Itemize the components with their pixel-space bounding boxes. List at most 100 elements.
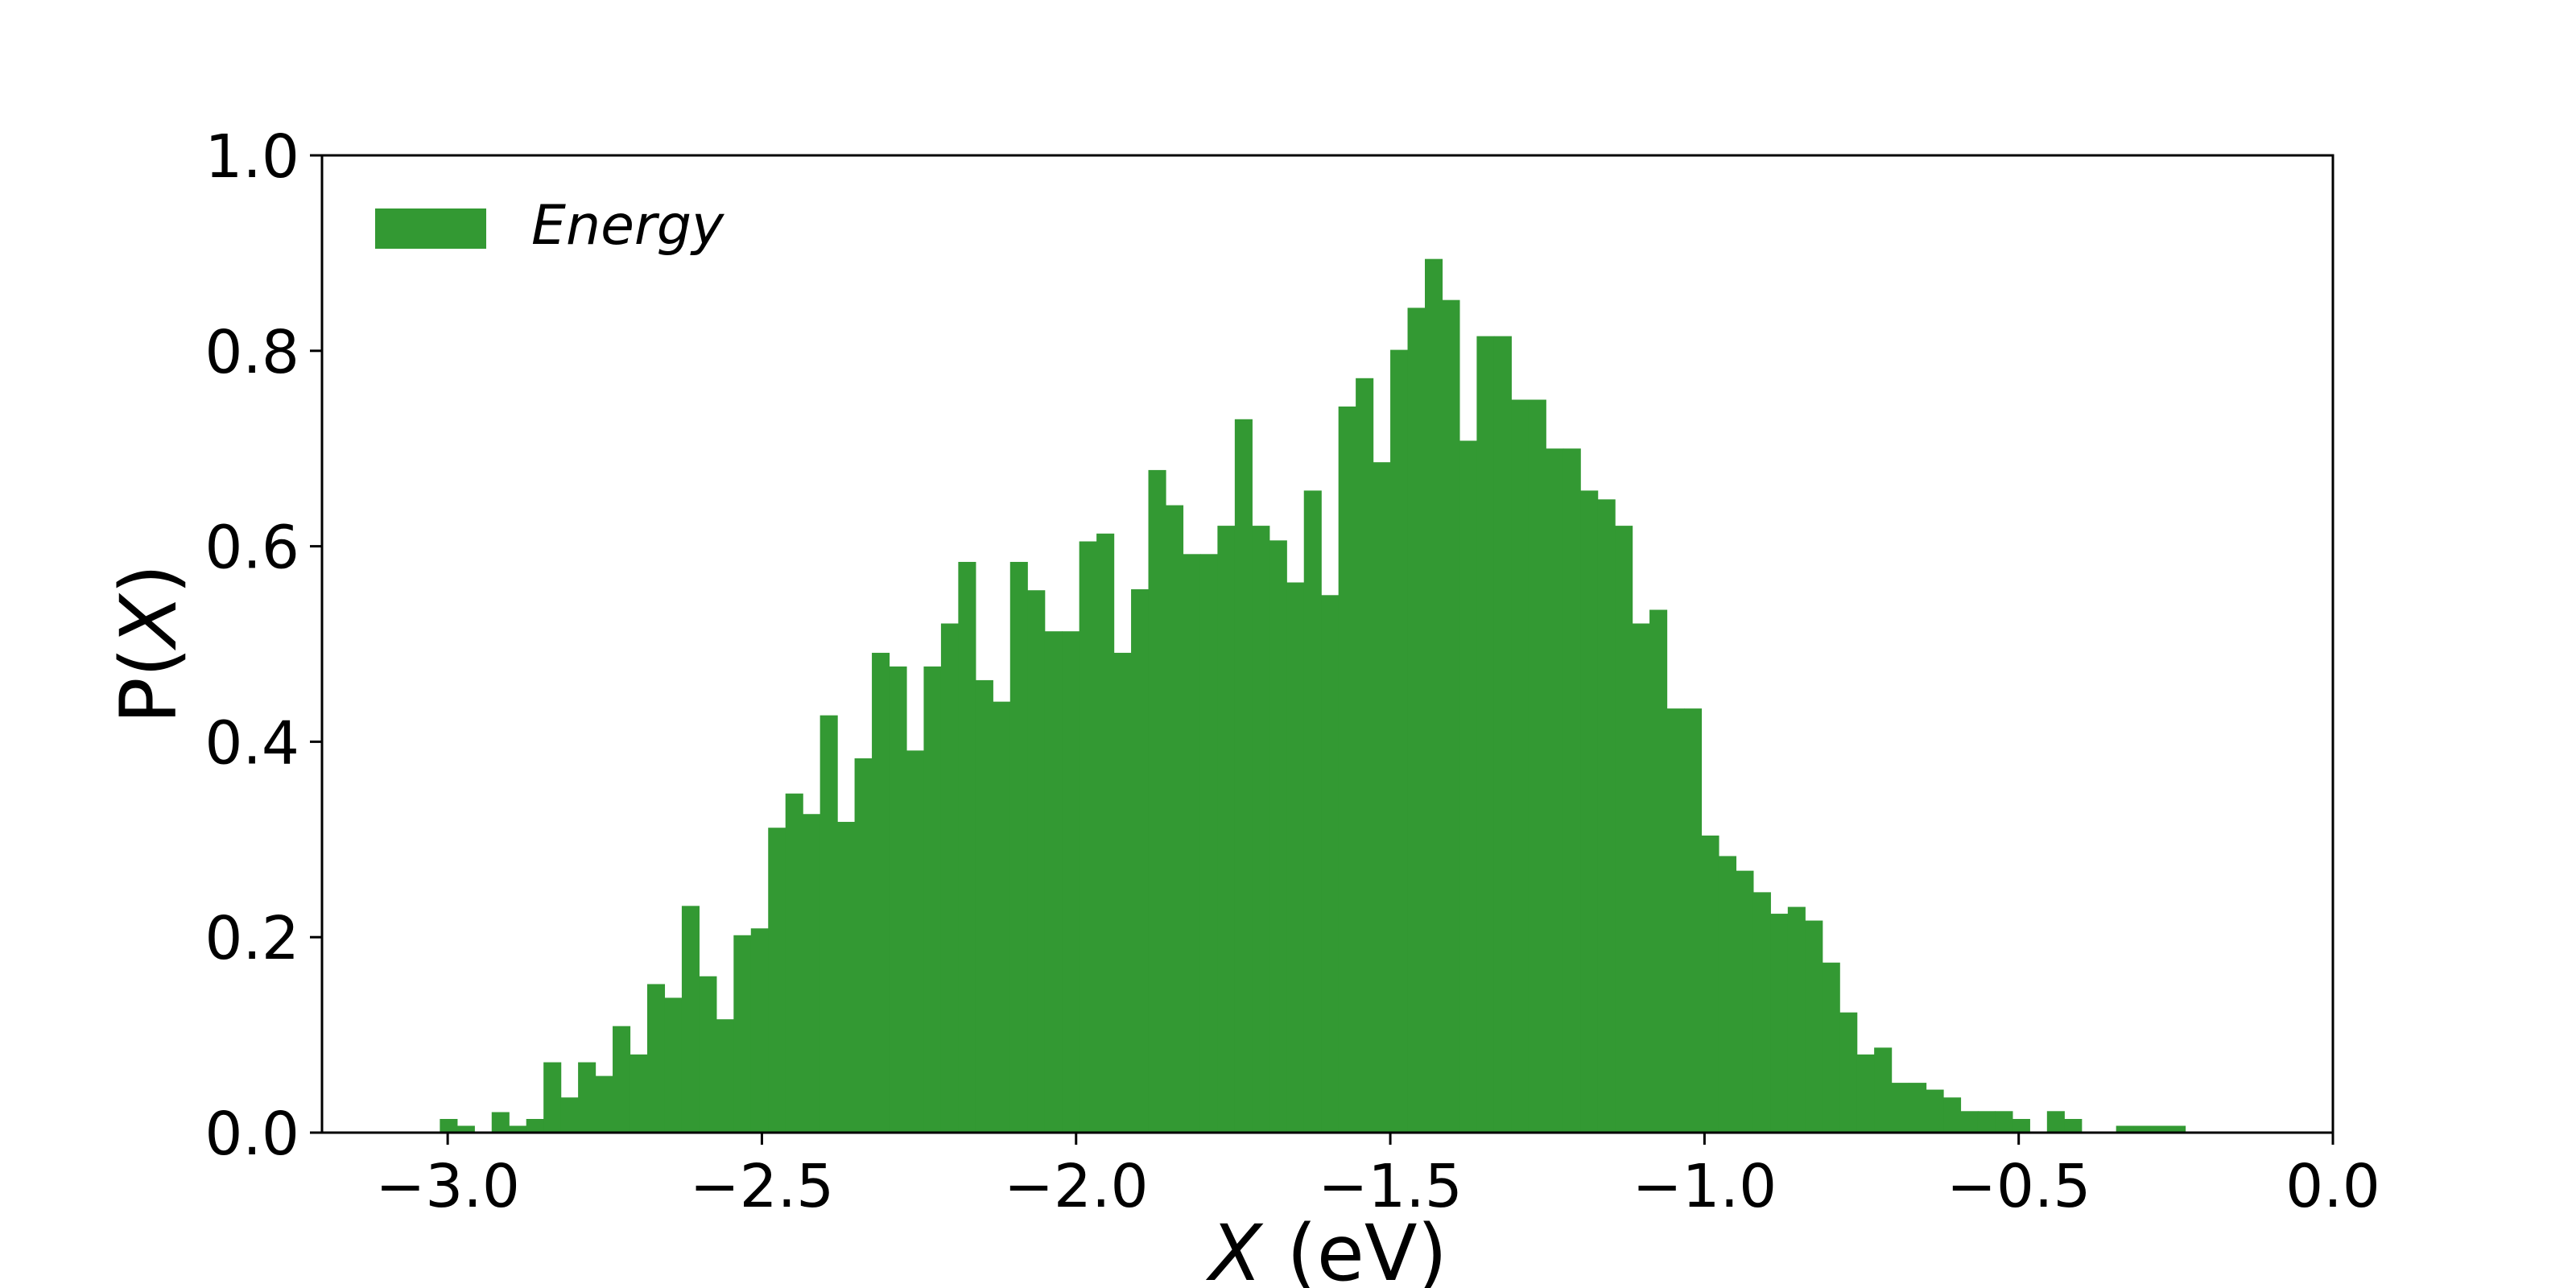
histogram-bar (975, 679, 993, 1133)
histogram-bar (646, 984, 666, 1133)
histogram-bar (1839, 1012, 1858, 1133)
histogram-bar (1148, 469, 1166, 1133)
x-tick-label: −0.5 (1946, 1152, 2091, 1221)
y-tick-label: 0.8 (204, 318, 299, 387)
histogram-bar (803, 814, 821, 1133)
histogram-bar (1528, 399, 1546, 1133)
y-tick-label: 0.6 (204, 514, 299, 583)
histogram-bar (2046, 1111, 2065, 1133)
histogram-bar (2012, 1119, 2030, 1133)
histogram-bar (1183, 554, 1201, 1133)
histogram-bar (578, 1062, 597, 1133)
histogram-bar (785, 793, 803, 1133)
y-tick-label: 0.2 (204, 904, 299, 973)
x-tick-label: 0.0 (2285, 1152, 2380, 1221)
histogram-bar (1856, 1054, 1875, 1133)
histogram-bar (889, 666, 907, 1133)
x-tick-label: −1.5 (1318, 1152, 1463, 1221)
histogram-bar (993, 701, 1011, 1133)
y-axis-label-var: X (104, 592, 194, 651)
y-axis: 0.0 0.2 0.4 0.6 0.8 1.0 (204, 122, 322, 1169)
histogram-bars (440, 258, 2186, 1133)
histogram-bar (1926, 1089, 1944, 1133)
histogram-bar (1736, 870, 1754, 1133)
histogram-bar (1131, 589, 1150, 1133)
histogram-bar (1217, 526, 1236, 1133)
histogram-bar (854, 758, 873, 1133)
x-axis-label-var: X (1205, 1208, 1264, 1288)
histogram-bar (2168, 1125, 2186, 1133)
histogram-bar (1269, 540, 1287, 1133)
histogram-bar (1580, 490, 1599, 1133)
histogram-bar (681, 906, 700, 1133)
x-tick-label: −2.5 (690, 1152, 835, 1221)
histogram-bar (1009, 562, 1028, 1133)
histogram-bar (1493, 336, 1512, 1133)
histogram-bar (768, 828, 786, 1133)
histogram-bar (2116, 1125, 2134, 1133)
histogram-bar (1563, 448, 1581, 1133)
y-tick-label: 0.4 (204, 708, 299, 778)
histogram-bar (906, 750, 925, 1133)
histogram-bar (630, 1054, 648, 1133)
histogram-bar (440, 1119, 458, 1133)
histogram-bar (1199, 554, 1218, 1133)
histogram-bar (1476, 336, 1495, 1133)
x-axis-label: X (eV) (1205, 1208, 1447, 1288)
histogram-bar (1615, 526, 1633, 1133)
histogram-bar (837, 821, 856, 1133)
histogram-bar (456, 1125, 475, 1133)
histogram-bar (1113, 652, 1132, 1133)
histogram-bar (1822, 962, 1840, 1133)
histogram-bar (1718, 856, 1737, 1133)
histogram-bar (1459, 440, 1477, 1133)
histogram-bar (1977, 1111, 1996, 1133)
histogram-bar (2064, 1119, 2083, 1133)
histogram-bar (1373, 462, 1391, 1133)
legend: Energy (375, 194, 724, 258)
histogram-bar (1027, 590, 1046, 1133)
histogram-bar (1632, 623, 1650, 1133)
histogram-bar (1943, 1097, 1962, 1133)
histogram-bar (958, 562, 976, 1133)
histogram-bar (1701, 835, 1719, 1133)
legend-label-energy: Energy (531, 194, 724, 258)
histogram-bar (1390, 349, 1409, 1133)
histogram-bar (1805, 920, 1823, 1133)
histogram-bar (2150, 1125, 2169, 1133)
y-axis-label-suffix: ) (104, 564, 194, 594)
histogram-bar (1062, 631, 1080, 1133)
histogram-bar (1356, 378, 1374, 1133)
histogram-bar (699, 976, 717, 1133)
y-tick-label: 1.0 (204, 122, 299, 192)
histogram-bar (872, 652, 890, 1133)
histogram-bar (1165, 505, 1184, 1133)
legend-swatch (375, 208, 486, 249)
histogram-bar (491, 1112, 510, 1133)
histogram-bar (1666, 708, 1685, 1133)
histogram-bar (1597, 499, 1616, 1133)
histogram-bar (1546, 448, 1564, 1133)
histogram-bar (1511, 399, 1530, 1133)
histogram-bar (716, 1019, 734, 1133)
histogram-bar (1874, 1047, 1893, 1133)
histogram-bar (2133, 1125, 2152, 1133)
histogram-bar (595, 1075, 613, 1133)
histogram-bar (1338, 407, 1356, 1133)
histogram-bar (733, 935, 752, 1133)
histogram-bar (526, 1119, 544, 1133)
histogram-bar (1909, 1083, 1927, 1133)
histogram-bar (1079, 541, 1097, 1133)
histogram-bar (1787, 906, 1806, 1133)
histogram-bar (1303, 490, 1322, 1133)
histogram-bar (1234, 419, 1253, 1133)
histogram-bar (1684, 708, 1703, 1133)
histogram-bar (750, 928, 769, 1133)
x-axis-label-unit: (eV) (1262, 1208, 1447, 1288)
x-tick-label: −3.0 (375, 1152, 520, 1221)
histogram-bar (940, 623, 959, 1133)
x-tick-label: −1.0 (1633, 1152, 1777, 1221)
histogram-bar (1044, 631, 1063, 1133)
histogram-bar (543, 1062, 562, 1133)
